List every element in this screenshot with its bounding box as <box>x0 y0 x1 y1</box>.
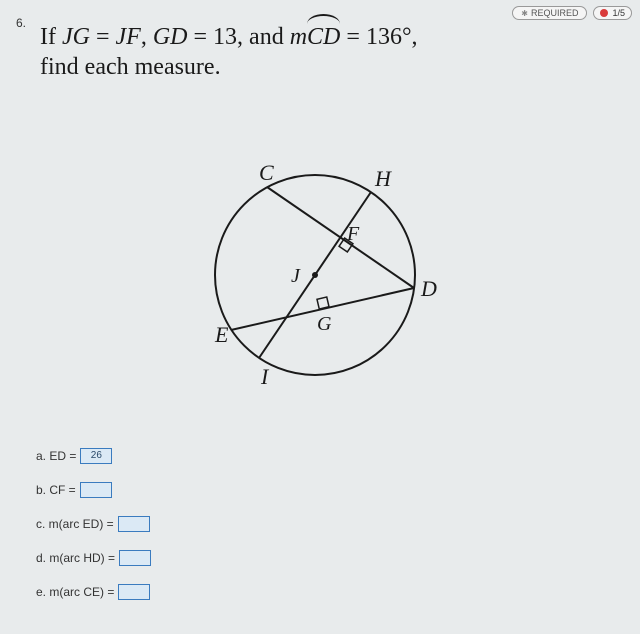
q-prefix: If <box>40 24 62 50</box>
label-g: G <box>317 313 332 335</box>
arc-cap-icon <box>307 14 340 24</box>
q-m: m <box>290 24 307 50</box>
q-cd: CD <box>307 24 340 50</box>
q-136: 136° <box>366 24 412 50</box>
answer-row-c: c. m(arc ED) = <box>36 516 151 532</box>
q-gd: GD <box>153 24 188 50</box>
required-label: REQUIRED <box>531 8 579 18</box>
answer-row-b: b. CF = <box>36 482 151 498</box>
label-h: H <box>374 166 392 191</box>
circle-diagram: C H F J D E G I <box>175 140 455 400</box>
q-tail: find each measure. <box>40 54 221 80</box>
answer-cf[interactable] <box>80 482 112 498</box>
right-angle-g-icon <box>317 297 329 309</box>
question-number: 6. <box>16 16 26 30</box>
question-text: If JG = JF, GD = 13, and mCD = 136°, fin… <box>40 22 628 82</box>
label-i: I <box>260 364 270 389</box>
answer-row-e: e. m(arc CE) = <box>36 584 151 600</box>
answer-row-a: a. ED = 26 <box>36 448 151 464</box>
answer-label-d: d. m(arc HD) = <box>36 551 115 565</box>
answer-label-b: b. CF = <box>36 483 76 497</box>
answer-label-e: e. m(arc CE) = <box>36 585 114 599</box>
header-badges: REQUIRED 1/5 <box>512 6 632 20</box>
answer-arc-ed[interactable] <box>118 516 150 532</box>
q-13: 13 <box>213 24 237 50</box>
q-jf: JF <box>116 24 141 50</box>
answer-ed[interactable]: 26 <box>80 448 112 464</box>
q-jg: JG <box>62 24 90 50</box>
answer-arc-hd[interactable] <box>119 550 151 566</box>
answer-row-d: d. m(arc HD) = <box>36 550 151 566</box>
answers-list: a. ED = 26 b. CF = c. m(arc ED) = d. m(a… <box>36 448 151 618</box>
answer-label-a: a. ED = <box>36 449 76 463</box>
count-badge: 1/5 <box>593 6 632 20</box>
label-c: C <box>259 160 274 185</box>
count-label: 1/5 <box>612 8 625 18</box>
label-j: J <box>291 265 301 287</box>
label-f: F <box>346 223 360 245</box>
center-point <box>312 272 318 278</box>
label-e: E <box>214 322 229 347</box>
status-dot-icon <box>600 9 608 17</box>
required-badge: REQUIRED <box>512 6 587 20</box>
label-d: D <box>420 276 437 301</box>
answer-arc-ce[interactable] <box>118 584 150 600</box>
answer-label-c: c. m(arc ED) = <box>36 517 114 531</box>
